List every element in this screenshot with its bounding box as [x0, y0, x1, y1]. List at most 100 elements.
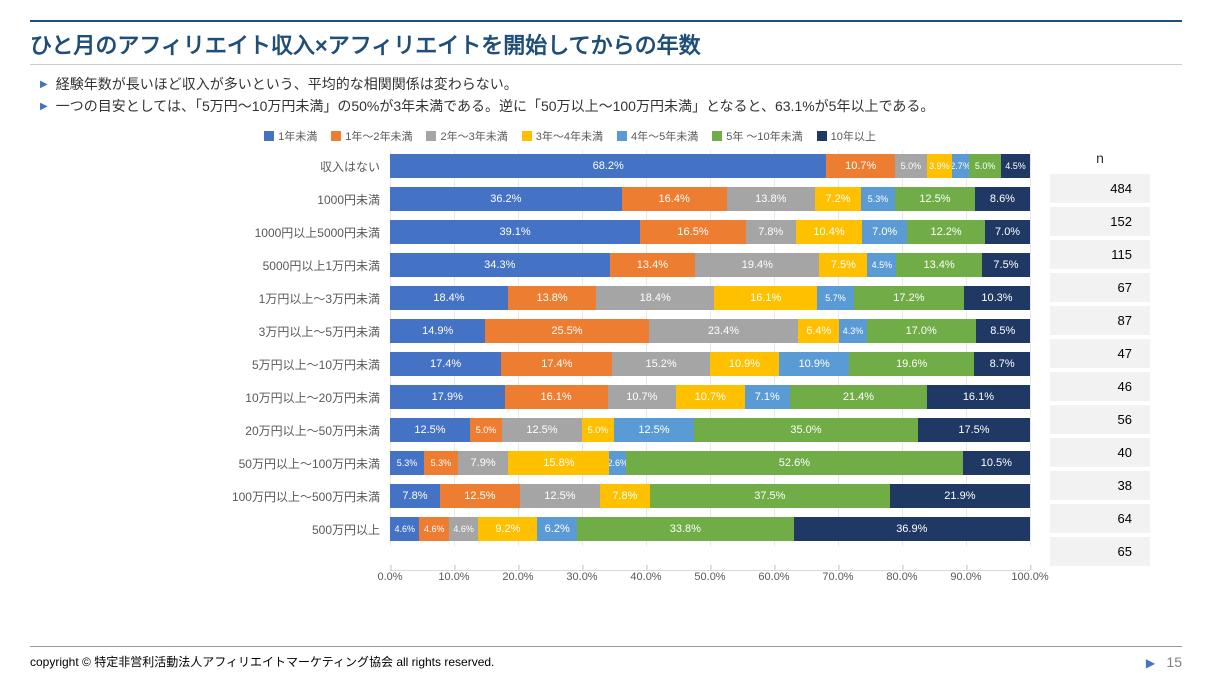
legend-label: 10年以上 — [831, 128, 876, 144]
legend-item: 10年以上 — [817, 128, 876, 144]
category-label: 5万円以上～10万円未満 — [150, 356, 390, 373]
bar-segment: 18.4% — [596, 286, 714, 310]
bar-segment: 8.5% — [976, 319, 1030, 343]
axis-tick: 70.0% — [822, 571, 853, 583]
bar-segment: 10.4% — [796, 220, 863, 244]
category-label: 500万円以上 — [150, 521, 390, 538]
bullet-text: 経験年数が長いほど収入が多いという、平均的な相関関係は変わらない。 — [56, 73, 518, 95]
bar-segment: 12.5% — [390, 418, 470, 442]
bar-segment: 4.5% — [867, 253, 896, 277]
bar-segment: 5.3% — [424, 451, 458, 475]
bar-segment: 3.9% — [927, 154, 952, 178]
legend-label: 4年～5年未満 — [631, 128, 698, 144]
bar-segment: 12.5% — [520, 484, 600, 508]
legend-swatch — [522, 131, 532, 141]
bar-segment: 12.5% — [502, 418, 582, 442]
bullet-item: ▶ 一つの目安としては、「5万円～10万円未満」の50%が3年未満である。逆に「5… — [40, 95, 1182, 117]
bar-segment: 15.8% — [508, 451, 609, 475]
page-number: 15 — [1166, 654, 1182, 670]
stacked-bar: 4.6%4.6%4.6%9.2%6.2%33.8%36.9% — [390, 517, 1030, 541]
axis-tick: 10.0% — [438, 571, 469, 583]
legend-item: 3年～4年未満 — [522, 128, 603, 144]
legend-swatch — [712, 131, 722, 141]
bar-segment: 9.2% — [478, 517, 537, 541]
bar-segment: 4.5% — [1001, 154, 1030, 178]
n-value: 47 — [1050, 339, 1150, 372]
bar-segment: 17.4% — [501, 352, 612, 376]
bar-segment: 7.8% — [600, 484, 650, 508]
n-value: 67 — [1050, 273, 1150, 306]
n-value: 46 — [1050, 372, 1150, 405]
bar-segment: 5.0% — [470, 418, 502, 442]
n-value: 38 — [1050, 471, 1150, 504]
stacked-bar: 12.5%5.0%12.5%5.0%12.5%35.0%17.5% — [390, 418, 1030, 442]
bullet-text: 一つの目安としては、「5万円～10万円未満」の50%が3年未満である。逆に「50… — [56, 95, 935, 117]
category-label: 1000円未満 — [150, 191, 390, 208]
legend-item: 4年～5年未満 — [617, 128, 698, 144]
bar-segment: 16.1% — [927, 385, 1030, 409]
bar-segment: 16.4% — [622, 187, 727, 211]
bar-segment: 12.5% — [614, 418, 694, 442]
bar-segment: 4.6% — [419, 517, 448, 541]
stacked-bar: 17.9%16.1%10.7%10.7%7.1%21.4%16.1% — [390, 385, 1030, 409]
bar-segment: 10.7% — [676, 385, 744, 409]
bar-segment: 12.5% — [440, 484, 520, 508]
bar-segment: 14.9% — [390, 319, 485, 343]
bar-segment: 18.4% — [390, 286, 508, 310]
axis-tick: 100.0% — [1011, 571, 1048, 583]
legend-item: 5年 ～10年未満 — [712, 128, 802, 144]
bar-segment: 23.4% — [649, 319, 799, 343]
chart-legend: 1年未満1年～2年未満2年～3年未満3年～4年未満4年～5年未満5年 ～10年未… — [190, 128, 950, 144]
stacked-bar: 7.8%12.5%12.5%7.8%37.5%21.9% — [390, 484, 1030, 508]
bar-segment: 17.0% — [867, 319, 976, 343]
page-triangle-icon: ▶ — [1146, 656, 1155, 670]
stacked-bar: 14.9%25.5%23.4%6.4%4.3%17.0%8.5% — [390, 319, 1030, 343]
bar-segment: 7.8% — [746, 220, 796, 244]
bullet-list: ▶経験年数が長いほど収入が多いという、平均的な相関関係は変わらない。 ▶ 一つの目安… — [40, 73, 1182, 118]
legend-item: 1年～2年未満 — [331, 128, 412, 144]
n-value: 152 — [1050, 207, 1150, 240]
n-header: n — [1050, 150, 1150, 174]
bar-segment: 7.5% — [982, 253, 1030, 277]
category-label: 5000円以上1万円未満 — [150, 257, 390, 274]
bullet-item: ▶経験年数が長いほど収入が多いという、平均的な相関関係は変わらない。 — [40, 73, 1182, 95]
bar-segment: 13.8% — [727, 187, 815, 211]
n-value: 115 — [1050, 240, 1150, 273]
bar-segment: 52.6% — [626, 451, 963, 475]
bar-segment: 7.0% — [862, 220, 907, 244]
bar-segment: 13.4% — [610, 253, 696, 277]
legend-item: 1年未満 — [264, 128, 317, 144]
axis-tick: 90.0% — [950, 571, 981, 583]
bar-segment: 8.6% — [975, 187, 1030, 211]
bar-segment: 2.7% — [952, 154, 969, 178]
bar-segment: 25.5% — [485, 319, 648, 343]
bar-segment: 16.1% — [505, 385, 608, 409]
bar-segment: 10.3% — [964, 286, 1030, 310]
stacked-bar: 68.2%10.7%5.0%3.9%2.7%5.0%4.5% — [390, 154, 1030, 178]
n-value: 40 — [1050, 438, 1150, 471]
chart: 収入はない1000円未満1000円以上5000円未満5000円以上1万円未満1万… — [150, 150, 1182, 570]
bar-segment: 5.0% — [582, 418, 614, 442]
bullet-marker-icon: ▶ — [40, 99, 48, 115]
stacked-bar: 36.2%16.4%13.8%7.2%5.3%12.5%8.6% — [390, 187, 1030, 211]
bar-segment: 17.2% — [854, 286, 964, 310]
bar-segment: 34.3% — [390, 253, 610, 277]
bar-segment: 10.7% — [608, 385, 676, 409]
bar-segment: 37.5% — [650, 484, 890, 508]
legend-label: 3年～4年未満 — [536, 128, 603, 144]
bar-segment: 7.1% — [745, 385, 790, 409]
x-axis: 0.0%10.0%20.0%30.0%40.0%50.0%60.0%70.0%8… — [390, 570, 1030, 600]
bar-segment: 12.2% — [907, 220, 985, 244]
bar-segment: 21.4% — [790, 385, 927, 409]
axis-tick: 40.0% — [630, 571, 661, 583]
bar-segment: 4.6% — [449, 517, 478, 541]
bar-segment: 12.5% — [895, 187, 975, 211]
category-label: 10万円以上～20万円未満 — [150, 389, 390, 406]
bar-segment: 5.0% — [969, 154, 1001, 178]
bar-segment: 19.6% — [849, 352, 974, 376]
bar-segment: 5.7% — [817, 286, 854, 310]
axis-tick: 80.0% — [886, 571, 917, 583]
page-title: ひと月のアフィリエイト収入×アフィリエイトを開始してからの年数 — [30, 20, 1182, 65]
bar-segment: 7.0% — [985, 220, 1030, 244]
bar-segment: 5.0% — [895, 154, 927, 178]
